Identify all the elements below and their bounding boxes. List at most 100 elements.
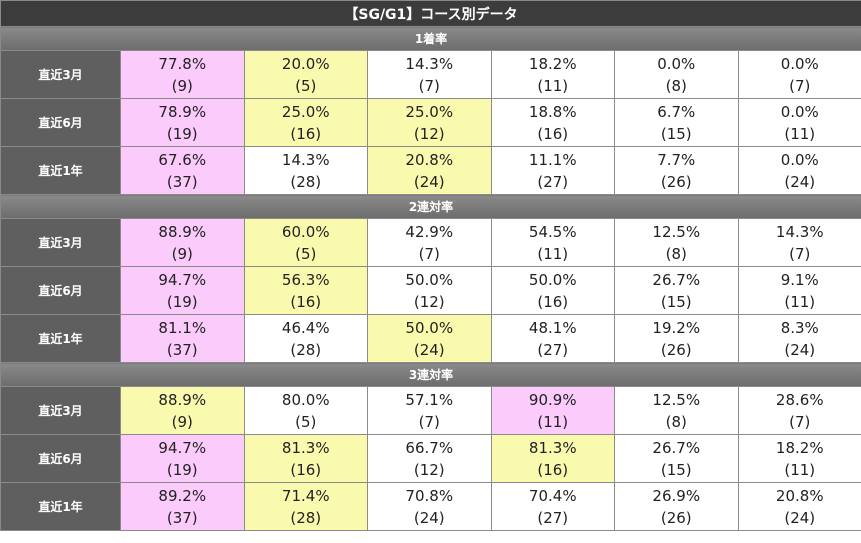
row-period-label: 直近6月: [0, 266, 121, 315]
course-4-cell: 81.3% (16): [490, 434, 615, 483]
race-count: (27): [537, 172, 569, 191]
rate-value: 11.1%: [528, 150, 577, 169]
race-count: (28): [290, 508, 322, 527]
section-header-row: 1着率: [0, 26, 861, 51]
course-2-cell: 60.0% (5): [243, 218, 368, 267]
race-count: (11): [784, 124, 816, 143]
course-2-cell: 81.3% (16): [243, 434, 368, 483]
rate-value: 18.8%: [528, 102, 577, 121]
section-title: 1着率: [0, 26, 861, 51]
rate-value: 42.9%: [405, 222, 454, 241]
row-period-label: 直近3月: [0, 218, 121, 267]
course-1-cell: 78.9% (19): [120, 98, 245, 147]
rate-value: 48.1%: [528, 318, 577, 337]
table-row: 直近6月 78.9% (19) 25.0% (16) 25.0% (12) 18.8% (16)…: [0, 98, 861, 147]
course-5-cell: 26.9% (26): [614, 482, 739, 531]
race-count: (19): [166, 460, 198, 479]
table-row: 直近3月 77.8% (9) 20.0% (5) 14.3% (7) 18.2% (11) 0.0…: [0, 50, 861, 99]
course-1-cell: 89.2% (37): [120, 482, 245, 531]
rate-value: 56.3%: [281, 270, 330, 289]
rate-value: 88.9%: [158, 222, 207, 241]
race-count: (15): [660, 124, 692, 143]
rate-value: 0.0%: [657, 54, 696, 73]
race-count: (12): [413, 460, 445, 479]
course-6-cell: 18.2% (11): [737, 434, 861, 483]
row-period-label: 直近1年: [0, 482, 121, 531]
race-count: (37): [166, 340, 198, 359]
race-count: (7): [789, 76, 811, 95]
rate-value: 6.7%: [657, 102, 696, 121]
race-count: (11): [784, 460, 816, 479]
course-5-cell: 0.0% (8): [614, 50, 739, 99]
rate-value: 19.2%: [652, 318, 701, 337]
course-5-cell: 12.5% (8): [614, 386, 739, 435]
course-5-cell: 26.7% (15): [614, 434, 739, 483]
rate-value: 57.1%: [405, 390, 454, 409]
race-count: (26): [660, 172, 692, 191]
course-6-cell: 14.3% (7): [737, 218, 861, 267]
course-2-cell: 14.3% (28): [243, 146, 368, 195]
rate-value: 77.8%: [158, 54, 207, 73]
race-count: (7): [418, 412, 440, 431]
rate-value: 50.0%: [405, 318, 454, 337]
course-1-cell: 88.9% (9): [120, 386, 245, 435]
rate-value: 88.9%: [158, 390, 207, 409]
rate-value: 12.5%: [652, 390, 701, 409]
rate-value: 94.7%: [158, 270, 207, 289]
course-3-cell: 57.1% (7): [367, 386, 492, 435]
row-period-label: 直近3月: [0, 50, 121, 99]
race-count: (16): [537, 460, 569, 479]
course-6-cell: 20.8% (24): [737, 482, 861, 531]
rate-value: 18.2%: [528, 54, 577, 73]
race-count: (24): [413, 172, 445, 191]
rate-value: 12.5%: [652, 222, 701, 241]
course-6-cell: 8.3% (24): [737, 314, 861, 363]
rate-value: 28.6%: [775, 390, 824, 409]
course-1-cell: 88.9% (9): [120, 218, 245, 267]
rate-value: 26.9%: [652, 486, 701, 505]
course-2-cell: 25.0% (16): [243, 98, 368, 147]
race-count: (26): [660, 508, 692, 527]
race-count: (19): [166, 292, 198, 311]
course-2-cell: 20.0% (5): [243, 50, 368, 99]
race-count: (16): [290, 124, 322, 143]
rate-value: 70.4%: [528, 486, 577, 505]
rate-value: 7.7%: [657, 150, 696, 169]
race-count: (16): [290, 292, 322, 311]
table-row: 直近1年 67.6% (37) 14.3% (28) 20.8% (24) 11.1% (27)…: [0, 146, 861, 195]
course-4-cell: 18.2% (11): [490, 50, 615, 99]
title-row: 【SG/G1】コース別データ: [0, 0, 861, 27]
race-count: (9): [171, 76, 193, 95]
race-count: (15): [660, 292, 692, 311]
table-row: 直近3月 88.9% (9) 80.0% (5) 57.1% (7) 90.9% (11) 12.…: [0, 386, 861, 435]
course-1-cell: 94.7% (19): [120, 434, 245, 483]
rate-value: 94.7%: [158, 438, 207, 457]
course-6-cell: 28.6% (7): [737, 386, 861, 435]
course-3-cell: 42.9% (7): [367, 218, 492, 267]
race-count: (37): [166, 508, 198, 527]
course-6-cell: 0.0% (7): [737, 50, 861, 99]
rate-value: 54.5%: [528, 222, 577, 241]
race-count: (7): [418, 76, 440, 95]
rate-value: 60.0%: [281, 222, 330, 241]
race-count: (5): [295, 76, 317, 95]
race-count: (8): [665, 244, 687, 263]
section-title: 3連対率: [0, 362, 861, 387]
row-period-label: 直近6月: [0, 98, 121, 147]
course-4-cell: 48.1% (27): [490, 314, 615, 363]
row-period-label: 直近1年: [0, 146, 121, 195]
table-row: 直近3月 88.9% (9) 60.0% (5) 42.9% (7) 54.5% (11) 12.…: [0, 218, 861, 267]
race-count: (27): [537, 340, 569, 359]
course-3-cell: 25.0% (12): [367, 98, 492, 147]
rate-value: 25.0%: [281, 102, 330, 121]
race-count: (11): [784, 292, 816, 311]
course-3-cell: 20.8% (24): [367, 146, 492, 195]
race-count: (19): [166, 124, 198, 143]
course-6-cell: 0.0% (24): [737, 146, 861, 195]
section-title: 2連対率: [0, 194, 861, 219]
course-5-cell: 7.7% (26): [614, 146, 739, 195]
rate-value: 81.3%: [281, 438, 330, 457]
course-5-cell: 12.5% (8): [614, 218, 739, 267]
section-header-row: 2連対率: [0, 194, 861, 219]
race-count: (24): [784, 172, 816, 191]
